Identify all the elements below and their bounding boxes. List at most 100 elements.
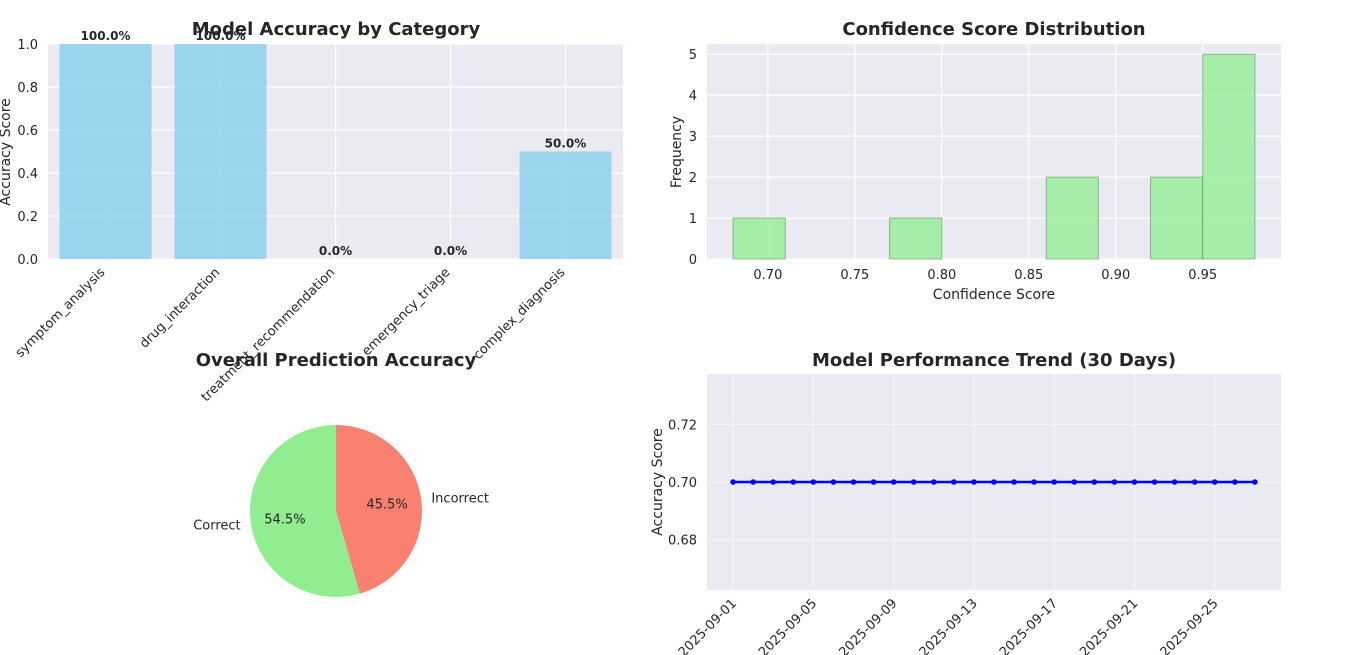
x-tick-label: emergency_triage bbox=[359, 265, 453, 359]
histogram-bar bbox=[889, 217, 943, 260]
data-point bbox=[1211, 479, 1218, 485]
pie-labels: Correct 54.5% Incorrect 45.5% bbox=[193, 491, 489, 533]
data-point bbox=[1252, 479, 1258, 485]
bar-value-label: 0.0% bbox=[319, 244, 352, 258]
y-tick-label: 0.2 bbox=[17, 210, 38, 225]
series-line bbox=[730, 479, 1258, 485]
pie-percent-label: 54.5% bbox=[264, 512, 305, 527]
x-tick-label: 2025-09-09 bbox=[836, 596, 900, 655]
y-tick-label: 0 bbox=[689, 253, 697, 268]
data-point bbox=[910, 479, 917, 485]
y-tick-label: 3 bbox=[689, 130, 697, 145]
y-tick-label: 2 bbox=[689, 171, 697, 186]
x-tick-label: 0.80 bbox=[927, 268, 956, 283]
confidence-distribution-chart: 0 1 2 3 4 5 0.70 0.75 0.80 0.85 0.90 0.95 Confiden… bbox=[669, 19, 1281, 303]
data-point bbox=[830, 479, 837, 485]
bar bbox=[174, 44, 267, 259]
y-tick-label: 0.8 bbox=[17, 81, 38, 96]
data-point bbox=[870, 479, 877, 485]
overall-accuracy-pie: Correct 54.5% Incorrect 45.5% Overall Predi… bbox=[193, 350, 489, 597]
data-point bbox=[730, 479, 736, 485]
histogram-bar bbox=[1045, 176, 1099, 260]
x-tick-label: 2025-09-25 bbox=[1158, 596, 1222, 655]
y-axis-label: Frequency bbox=[669, 116, 685, 188]
bar-value-label: 100.0% bbox=[196, 29, 246, 43]
data-point bbox=[790, 479, 797, 485]
x-tick-labels: 0.70 0.75 0.80 0.85 0.90 0.95 bbox=[753, 268, 1217, 283]
data-point bbox=[890, 479, 897, 485]
x-tick-label: 0.85 bbox=[1014, 268, 1043, 283]
histogram-bar bbox=[1202, 53, 1256, 260]
x-tick-label: 0.75 bbox=[840, 268, 869, 283]
x-tick-label: 2025-09-05 bbox=[756, 596, 820, 655]
y-tick-label: 0.4 bbox=[17, 167, 38, 182]
y-tick-label: 0.72 bbox=[668, 418, 697, 433]
y-tick-label: 1 bbox=[689, 212, 697, 227]
bars bbox=[59, 44, 612, 259]
data-point bbox=[1011, 479, 1017, 485]
chart-title: Model Performance Trend (30 Days) bbox=[812, 350, 1176, 371]
bar bbox=[519, 151, 612, 259]
data-point bbox=[810, 479, 817, 485]
data-point bbox=[1111, 479, 1118, 485]
data-point bbox=[770, 479, 777, 485]
pie-category-label: Incorrect bbox=[431, 491, 489, 506]
data-point bbox=[1091, 479, 1098, 485]
data-point bbox=[951, 479, 957, 485]
pie-slices bbox=[250, 425, 423, 597]
data-point bbox=[930, 479, 937, 485]
x-tick-label: 2025-09-13 bbox=[917, 596, 981, 655]
y-tick-labels: 0.0 0.2 0.4 0.6 0.8 1.0 bbox=[17, 38, 38, 268]
performance-trend-chart: 0.680.700.72 2025-09-01 2025-09-05 2025-09… bbox=[650, 350, 1281, 655]
data-point bbox=[1071, 479, 1078, 485]
y-tick-label: 5 bbox=[689, 48, 697, 63]
chart-title: Model Accuracy by Category bbox=[192, 19, 481, 40]
data-point bbox=[1051, 479, 1058, 485]
pie-category-label: Correct bbox=[193, 519, 240, 534]
y-tick-label: 4 bbox=[689, 89, 697, 104]
histogram-bar bbox=[732, 217, 786, 260]
y-tick-label: 0.68 bbox=[668, 534, 697, 549]
y-axis-label: Accuracy Score bbox=[650, 428, 666, 536]
histogram-bars bbox=[732, 53, 1256, 260]
data-point bbox=[1031, 479, 1037, 485]
data-point bbox=[1191, 479, 1198, 485]
y-tick-label: 0.0 bbox=[17, 253, 38, 268]
data-point bbox=[1171, 479, 1178, 485]
y-tick-label: 0.70 bbox=[668, 476, 697, 491]
y-tick-labels: 0.68 0.70 0.72 bbox=[668, 418, 697, 548]
x-tick-labels: 2025-09-01 2025-09-05 2025-09-09 2025-09-13… bbox=[676, 596, 1222, 655]
bar-value-label: 100.0% bbox=[81, 29, 131, 43]
data-point bbox=[850, 479, 857, 485]
data-point bbox=[1232, 479, 1238, 485]
bar bbox=[59, 44, 152, 259]
y-axis-label: Accuracy Score bbox=[0, 98, 14, 206]
y-tick-labels: 0 1 2 3 4 5 bbox=[689, 48, 697, 268]
chart-title: Confidence Score Distribution bbox=[842, 19, 1145, 40]
x-tick-label: drug_interaction bbox=[137, 265, 223, 351]
pie-slice bbox=[250, 425, 360, 597]
data-point bbox=[750, 479, 756, 485]
x-tick-label: 2025-09-01 bbox=[676, 596, 740, 655]
chart-title: Overall Prediction Accuracy bbox=[196, 350, 477, 371]
x-tick-label: complex_diagnosis bbox=[471, 265, 569, 363]
histogram-bar bbox=[1150, 176, 1204, 260]
pie-slice bbox=[336, 425, 423, 594]
x-tick-label: treatment_recommendation bbox=[199, 265, 339, 405]
y-tick-label: 0.6 bbox=[17, 124, 38, 139]
x-tick-labels: symptom_analysis drug_interactiontreatmen… bbox=[13, 265, 569, 405]
data-point bbox=[1131, 479, 1138, 485]
bar-value-label: 0.0% bbox=[434, 244, 467, 258]
data-point bbox=[971, 479, 977, 485]
bar-value-labels: 100.0% 100.0% 0.0% 0.0% 50.0% bbox=[81, 29, 587, 258]
x-tick-label: 0.90 bbox=[1101, 268, 1130, 283]
x-axis-label: Confidence Score bbox=[933, 287, 1055, 303]
accuracy-by-category-chart: 0.0 0.2 0.4 0.6 0.8 1.0 100.0% 100.0% 0.0% 0.0% 5… bbox=[0, 19, 623, 405]
x-tick-label: 2025-09-17 bbox=[997, 596, 1061, 655]
data-point bbox=[991, 479, 997, 485]
x-tick-label: symptom_analysis bbox=[13, 265, 109, 361]
x-tick-label: 2025-09-21 bbox=[1077, 596, 1141, 655]
data-point bbox=[1151, 479, 1158, 485]
bar-value-label: 50.0% bbox=[545, 137, 587, 151]
